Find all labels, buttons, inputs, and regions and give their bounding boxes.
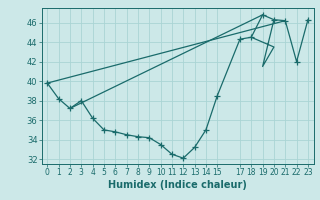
X-axis label: Humidex (Indice chaleur): Humidex (Indice chaleur): [108, 180, 247, 190]
